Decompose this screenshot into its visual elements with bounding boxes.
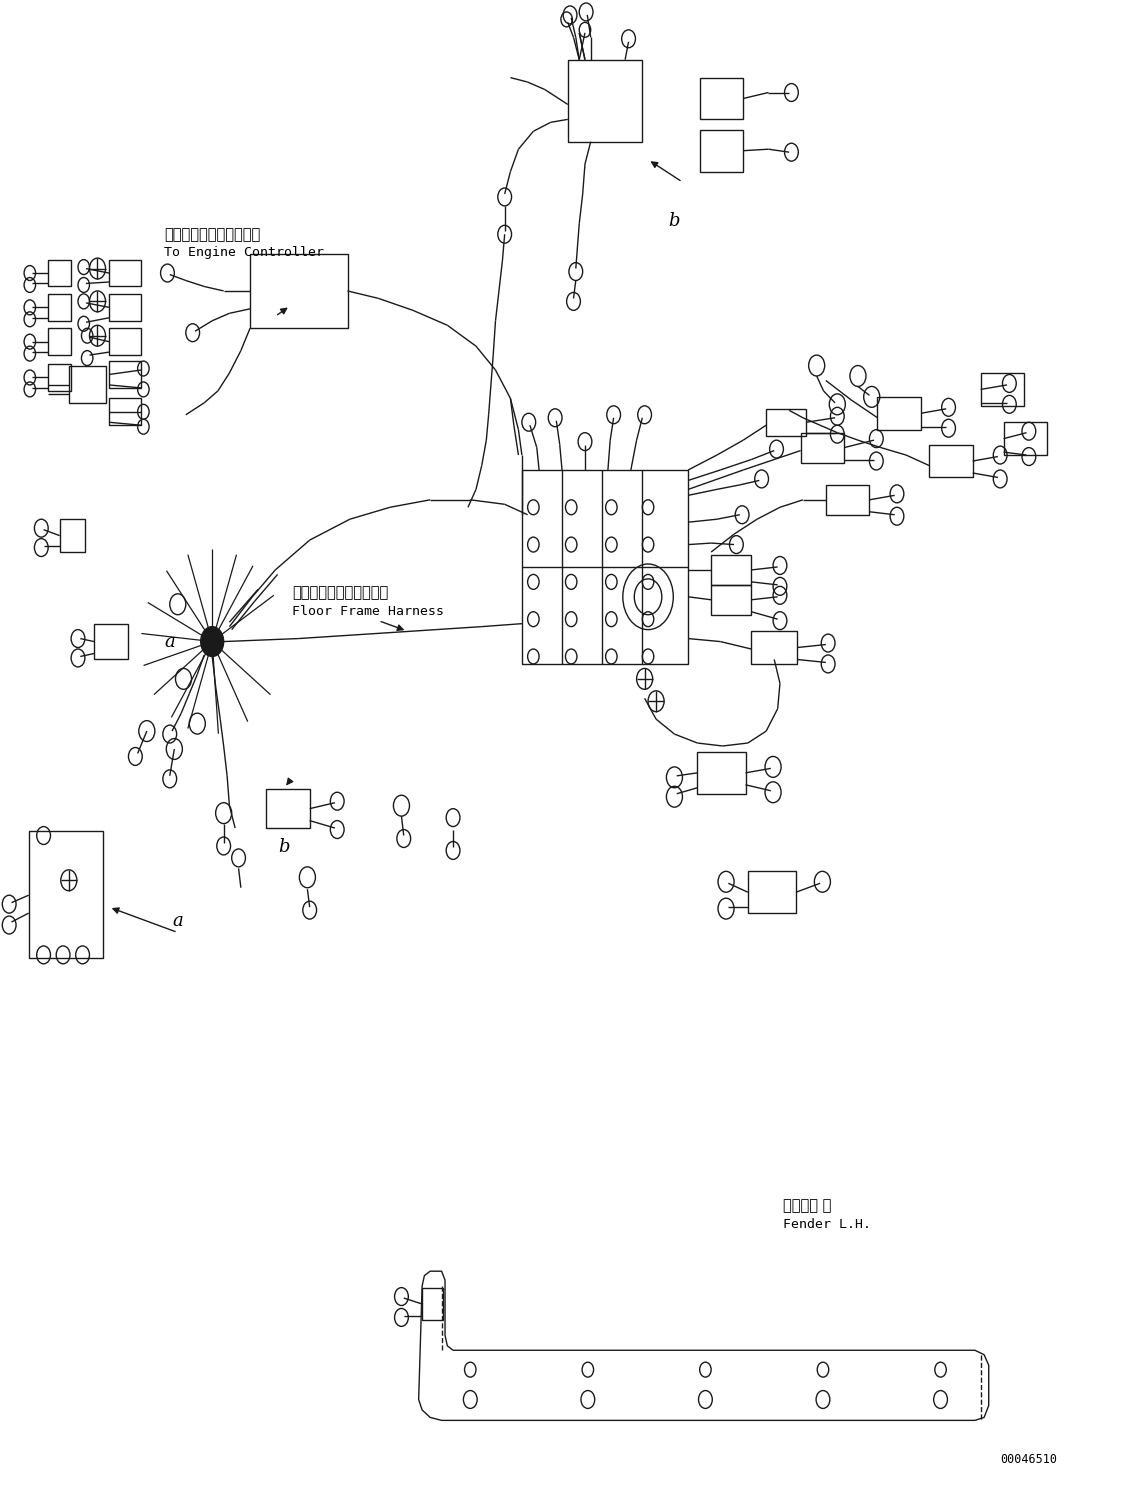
Bar (711, 585, 751, 615)
Bar (748, 871, 796, 913)
Bar (981, 373, 1024, 406)
Bar (109, 398, 141, 425)
Bar (250, 254, 348, 328)
Bar (60, 519, 85, 552)
Bar (751, 631, 797, 664)
Bar (29, 831, 103, 958)
Text: a: a (172, 912, 184, 930)
Bar (929, 445, 973, 477)
Bar (877, 397, 921, 430)
Bar (522, 470, 688, 664)
Bar (700, 130, 743, 172)
Bar (826, 485, 869, 515)
Bar (801, 433, 844, 463)
Text: 00046510: 00046510 (1000, 1453, 1058, 1465)
Text: Floor Frame Harness: Floor Frame Harness (292, 606, 445, 618)
Text: Fender L.H.: Fender L.H. (783, 1219, 872, 1231)
Text: a: a (164, 633, 175, 651)
Bar (1004, 422, 1047, 455)
Bar (94, 624, 128, 659)
Bar (109, 294, 141, 321)
Bar (69, 366, 106, 403)
Text: b: b (669, 212, 680, 230)
Bar (48, 328, 71, 355)
Bar (422, 1288, 443, 1320)
Bar (697, 752, 746, 794)
Bar (766, 409, 806, 436)
Bar (266, 789, 310, 828)
Bar (48, 364, 71, 391)
Bar (109, 361, 141, 388)
Text: b: b (279, 839, 290, 856)
Bar (711, 555, 751, 585)
Bar (568, 60, 642, 142)
Bar (109, 260, 141, 286)
Bar (109, 328, 141, 355)
Text: エンジンコントローラヘ: エンジンコントローラヘ (164, 227, 260, 242)
Circle shape (201, 627, 224, 656)
Text: フロアフレームハーネス: フロアフレームハーネス (292, 585, 389, 600)
Bar (700, 78, 743, 119)
Text: To Engine Controller: To Engine Controller (164, 246, 323, 258)
Bar (48, 260, 71, 286)
Bar (48, 294, 71, 321)
Text: フェンダ 左: フェンダ 左 (783, 1198, 832, 1213)
